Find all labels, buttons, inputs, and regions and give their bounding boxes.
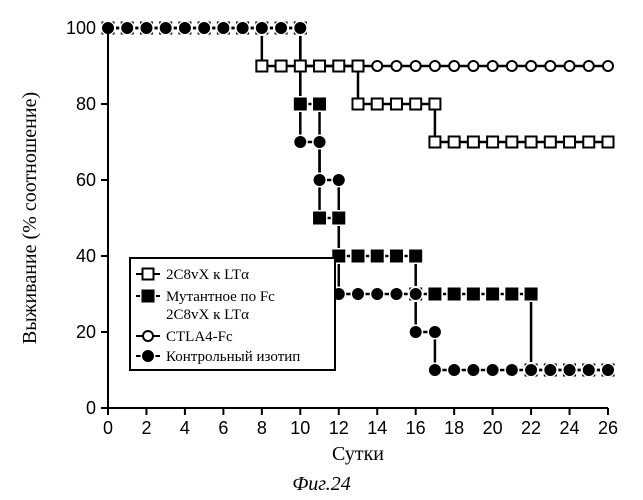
legend-label: Мутантное по Fc <box>166 289 275 305</box>
y-tick-label: 80 <box>76 94 96 114</box>
y-tick-label: 20 <box>76 322 96 342</box>
y-tick-label: 0 <box>86 398 96 418</box>
x-tick-label: 12 <box>329 418 349 438</box>
y-tick-label: 40 <box>76 246 96 266</box>
x-tick-label: 6 <box>218 418 228 438</box>
x-tick-label: 16 <box>406 418 426 438</box>
legend-label: 2C8vX к LTα <box>166 307 249 323</box>
y-axis-label: Выживание (% соотношение) <box>19 92 41 344</box>
y-tick-label: 60 <box>76 170 96 190</box>
x-axis-label: Сутки <box>332 443 384 465</box>
x-tick-label: 26 <box>598 418 618 438</box>
legend-label: CTLA4-Fc <box>166 329 233 345</box>
x-tick-label: 0 <box>103 418 113 438</box>
survival-chart: 020406080100024681012141618202224262C8vX… <box>0 0 643 500</box>
chart-bg <box>0 0 643 500</box>
x-tick-label: 14 <box>367 418 387 438</box>
x-tick-label: 18 <box>444 418 464 438</box>
x-tick-label: 8 <box>257 418 267 438</box>
figure-caption: Фиг.24 <box>292 473 351 495</box>
x-tick-label: 24 <box>560 418 580 438</box>
x-tick-label: 22 <box>521 418 541 438</box>
x-tick-label: 2 <box>141 418 151 438</box>
x-tick-label: 10 <box>290 418 310 438</box>
y-tick-label: 100 <box>66 18 96 38</box>
figure-container: 020406080100024681012141618202224262C8vX… <box>0 0 643 500</box>
x-tick-label: 4 <box>180 418 190 438</box>
legend-label: 2C8vX к LTα <box>166 267 249 283</box>
legend-label: Контрольный изотип <box>166 349 300 365</box>
x-tick-label: 20 <box>483 418 503 438</box>
